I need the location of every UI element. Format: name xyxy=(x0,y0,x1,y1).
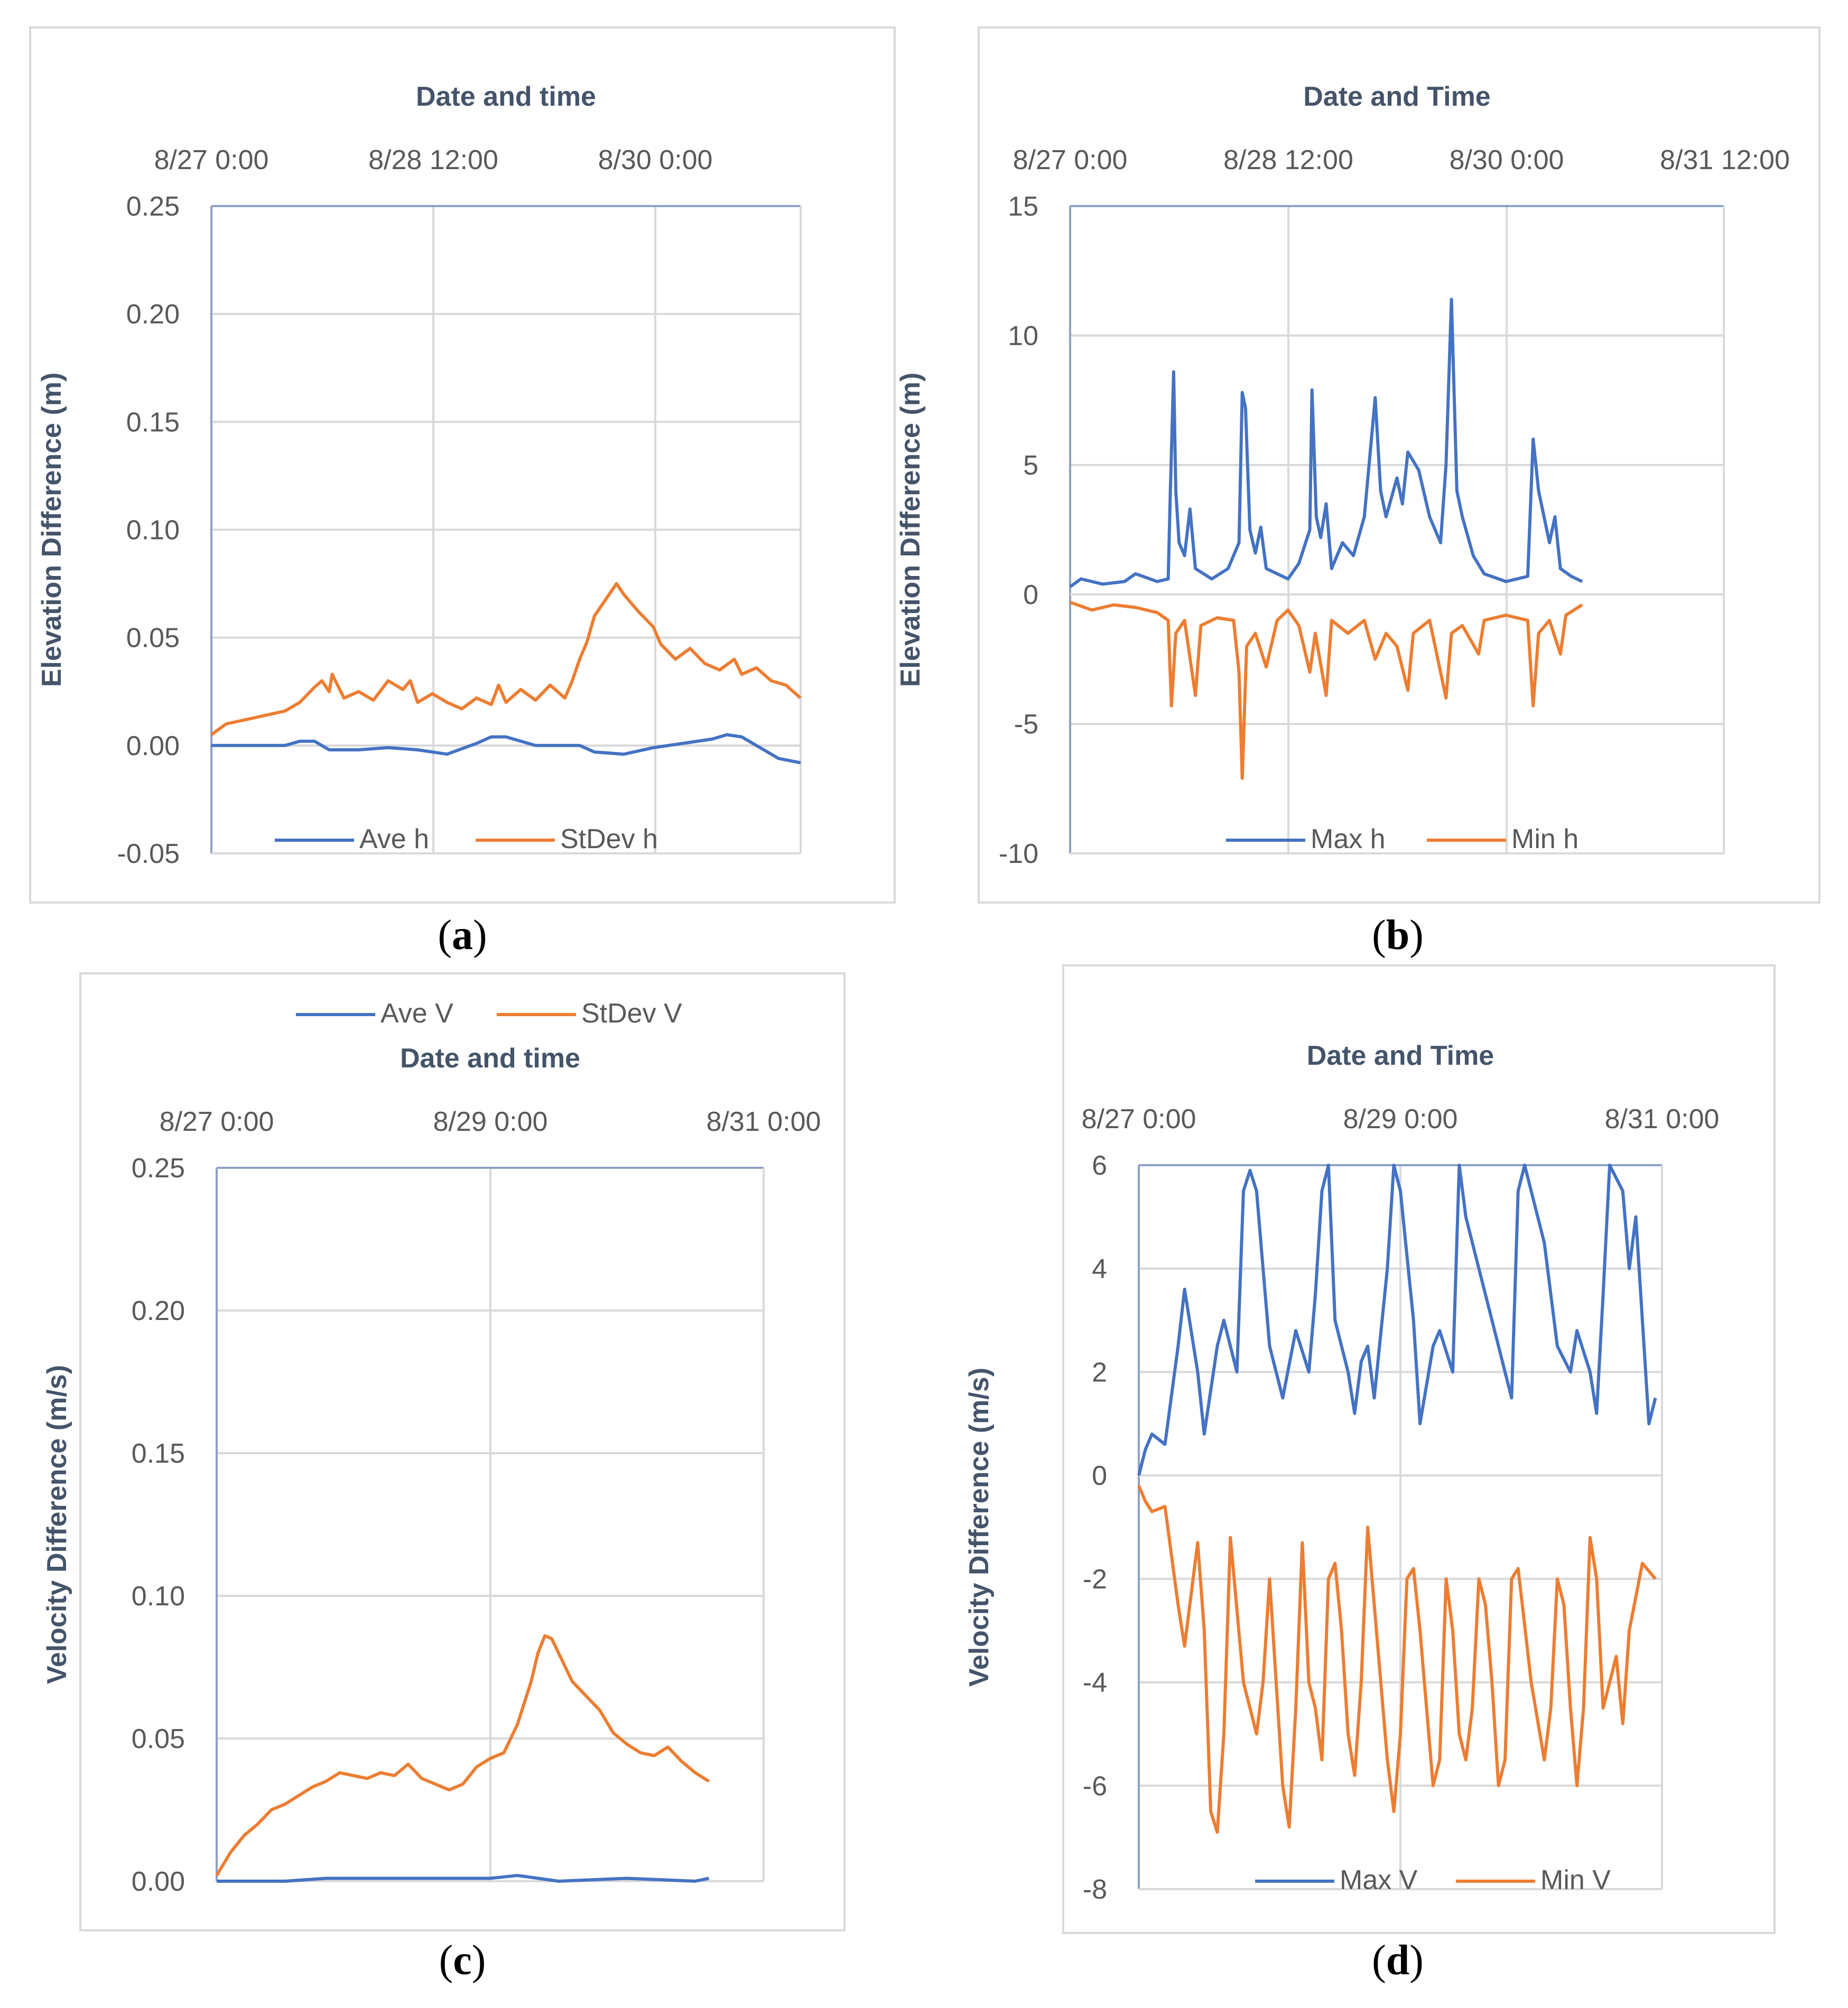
chart-panel-a xyxy=(29,26,896,904)
x-tick-label: 8/30 0:00 xyxy=(598,145,713,175)
y-tick-label: 4 xyxy=(1092,1254,1107,1285)
series-line-max-h xyxy=(1069,298,1583,588)
x-tick-label: 8/29 0:00 xyxy=(433,1107,548,1137)
series-line-stdev-v xyxy=(215,1634,710,1876)
series-line-max-v xyxy=(1137,1164,1657,1476)
y-tick-label: 0.25 xyxy=(132,1153,185,1184)
series-line-min-v xyxy=(1137,1485,1657,1834)
legend-label: StDev h xyxy=(560,824,658,854)
y-tick-label: -6 xyxy=(1083,1771,1107,1801)
x-axis-title: Date and Time xyxy=(1307,1040,1494,1071)
y-tick-label: 0.00 xyxy=(126,731,180,761)
y-tick-label: 10 xyxy=(1008,321,1038,351)
x-tick-label: 8/27 0:00 xyxy=(1082,1104,1196,1135)
y-tick-label: -5 xyxy=(1014,709,1038,740)
y-tick-label: -4 xyxy=(1083,1668,1107,1698)
legend-label: Ave V xyxy=(380,998,453,1029)
legend-label: Ave h xyxy=(359,824,429,854)
y-tick-label: -0.05 xyxy=(117,839,180,869)
y-tick-label: 0.05 xyxy=(132,1724,185,1754)
legend-label: Max V xyxy=(1340,1865,1418,1895)
x-tick-label: 8/31 0:00 xyxy=(1605,1104,1720,1135)
x-tick-label: 8/27 0:00 xyxy=(160,1107,274,1137)
x-axis-title: Date and time xyxy=(400,1043,580,1074)
caption-c: (c) xyxy=(439,1937,486,1984)
y-tick-label: 6 xyxy=(1092,1150,1107,1181)
y-tick-label: 0.10 xyxy=(126,515,180,546)
x-tick-label: 8/29 0:00 xyxy=(1343,1104,1458,1135)
caption-d: (d) xyxy=(1372,1937,1424,1984)
y-axis-title: Velocity Difference (m/s) xyxy=(42,1365,72,1684)
y-tick-label: 0.00 xyxy=(132,1866,185,1897)
chart-panel-c xyxy=(79,972,846,1931)
series-line-ave-v xyxy=(217,1874,710,1883)
y-tick-label: 15 xyxy=(1008,191,1038,222)
y-tick-label: 0.20 xyxy=(132,1296,185,1326)
x-axis-title: Date and Time xyxy=(1303,81,1490,112)
y-axis-title: Elevation Difference (m) xyxy=(895,373,926,687)
y-tick-label: 0.20 xyxy=(126,299,180,330)
y-tick-label: 2 xyxy=(1092,1357,1107,1388)
x-tick-label: 8/27 0:00 xyxy=(1013,145,1128,175)
y-tick-label: 0.15 xyxy=(132,1438,185,1469)
y-tick-label: -8 xyxy=(1083,1874,1107,1905)
caption-b: (b) xyxy=(1372,912,1424,959)
y-axis-title: Elevation Difference (m) xyxy=(36,373,67,687)
legend-label: Min h xyxy=(1511,824,1578,854)
y-tick-label: -2 xyxy=(1083,1564,1107,1595)
series-line-ave-h xyxy=(211,733,801,765)
x-tick-label: 8/28 12:00 xyxy=(368,145,498,175)
y-tick-label: 0.15 xyxy=(126,407,180,438)
chart-panel-d xyxy=(1062,964,1776,1934)
x-axis-title: Date and time xyxy=(416,81,596,112)
legend-label: StDev V xyxy=(581,998,682,1029)
x-tick-label: 8/31 12:00 xyxy=(1660,145,1790,175)
caption-a: (a) xyxy=(438,912,487,959)
x-tick-label: 8/30 0:00 xyxy=(1450,145,1564,175)
legend-label: Min V xyxy=(1540,1865,1611,1895)
x-tick-label: 8/28 12:00 xyxy=(1223,145,1353,175)
x-tick-label: 8/31 0:00 xyxy=(707,1107,821,1137)
y-tick-label: 0.25 xyxy=(126,191,180,222)
y-tick-label: 5 xyxy=(1023,450,1038,481)
y-axis-title: Velocity Difference (m/s) xyxy=(964,1368,995,1687)
series-line-stdev-h xyxy=(210,582,802,736)
y-tick-label: 0.05 xyxy=(126,623,180,654)
y-tick-label: -10 xyxy=(999,839,1038,869)
legend-label: Max h xyxy=(1311,824,1386,854)
y-tick-label: 0 xyxy=(1023,580,1038,610)
y-tick-label: 0.10 xyxy=(132,1581,185,1612)
y-tick-label: 0 xyxy=(1092,1461,1107,1491)
x-tick-label: 8/27 0:00 xyxy=(154,145,269,175)
series-line-min-h xyxy=(1069,600,1583,780)
